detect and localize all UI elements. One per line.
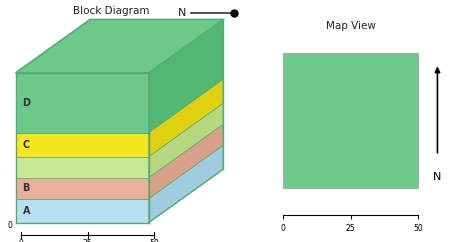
- Text: B: B: [23, 183, 30, 193]
- Polygon shape: [149, 145, 223, 223]
- Polygon shape: [149, 19, 223, 133]
- Bar: [16, 133, 149, 157]
- Text: 0: 0: [7, 220, 12, 230]
- Bar: [16, 73, 149, 133]
- Text: N: N: [177, 8, 186, 18]
- Polygon shape: [149, 103, 223, 178]
- Text: 50: 50: [149, 239, 159, 242]
- Text: A: A: [23, 206, 30, 216]
- Text: D: D: [23, 98, 30, 108]
- Text: C: C: [23, 140, 30, 150]
- Text: 25: 25: [83, 239, 92, 242]
- Polygon shape: [149, 124, 223, 199]
- Bar: [16, 178, 149, 199]
- Bar: [283, 53, 419, 188]
- Bar: [16, 157, 149, 178]
- Bar: [16, 199, 149, 223]
- Text: N: N: [433, 172, 442, 182]
- Polygon shape: [16, 19, 223, 73]
- Text: Block Diagram: Block Diagram: [73, 6, 150, 16]
- Polygon shape: [149, 79, 223, 157]
- Text: 0: 0: [19, 239, 24, 242]
- Text: Map View: Map View: [326, 21, 376, 31]
